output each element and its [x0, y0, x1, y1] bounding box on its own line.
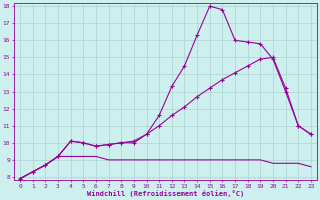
X-axis label: Windchill (Refroidissement éolien,°C): Windchill (Refroidissement éolien,°C) — [87, 190, 244, 197]
